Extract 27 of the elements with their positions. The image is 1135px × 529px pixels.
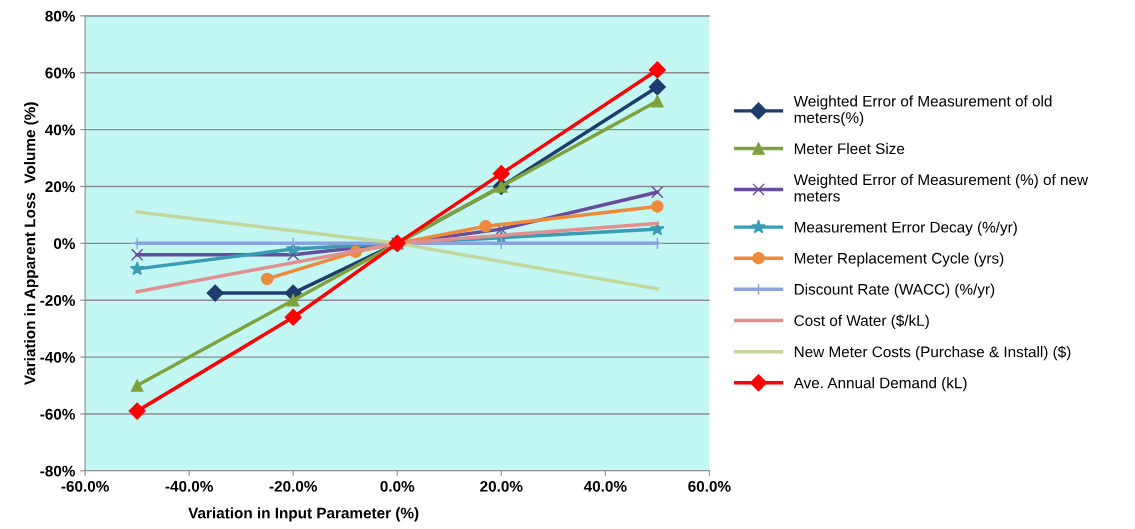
x-tick-label: 0.0% <box>380 480 415 492</box>
legend-label: Ave. Annual Demand (kL) <box>793 377 967 392</box>
y-axis-title: Variation in Apparent Loss Volume (%) <box>24 102 39 385</box>
y-tick-label: -40% <box>40 351 75 363</box>
x-axis-title: Variation in Input Parameter (%) <box>188 507 419 522</box>
legend-label: Measurement Error Decay (%/yr) <box>794 221 1017 236</box>
y-tick-label: 0% <box>53 238 75 250</box>
x-tick-label: -60.0% <box>61 480 109 492</box>
legend-label: Meter Fleet Size <box>794 142 905 155</box>
x-tick-label: 60.0% <box>688 480 731 492</box>
y-tick-label: 60% <box>45 67 75 79</box>
y-tick-label: -80% <box>40 465 75 477</box>
legend-label: Weighted Error of Measurement of old meters(%) <box>793 95 1052 127</box>
legend-label: Discount Rate (WACC) (%/yr) <box>794 283 995 298</box>
x-tick-label: 40.0% <box>583 480 627 492</box>
y-tick-label: -20% <box>40 295 75 306</box>
x-tick-label: -20.0% <box>269 480 318 492</box>
legend-label: Weighted Error of Measurement (%) of new meters <box>793 173 1089 202</box>
legend-label: Cost of Water ($/kL) <box>794 314 929 329</box>
y-tick-label: 20% <box>45 181 75 193</box>
y-tick-label: 40% <box>45 124 75 136</box>
y-tick-label: -60% <box>40 408 75 420</box>
legend-label: Meter Replacement Cycle (yrs) <box>794 252 1004 267</box>
x-tick-label: -40.0% <box>165 480 213 492</box>
legend-label: New Meter Costs (Purchase & Install) ($) <box>794 345 1071 361</box>
y-tick-label: 80% <box>45 10 75 22</box>
x-tick-label: 20.0% <box>480 480 523 492</box>
